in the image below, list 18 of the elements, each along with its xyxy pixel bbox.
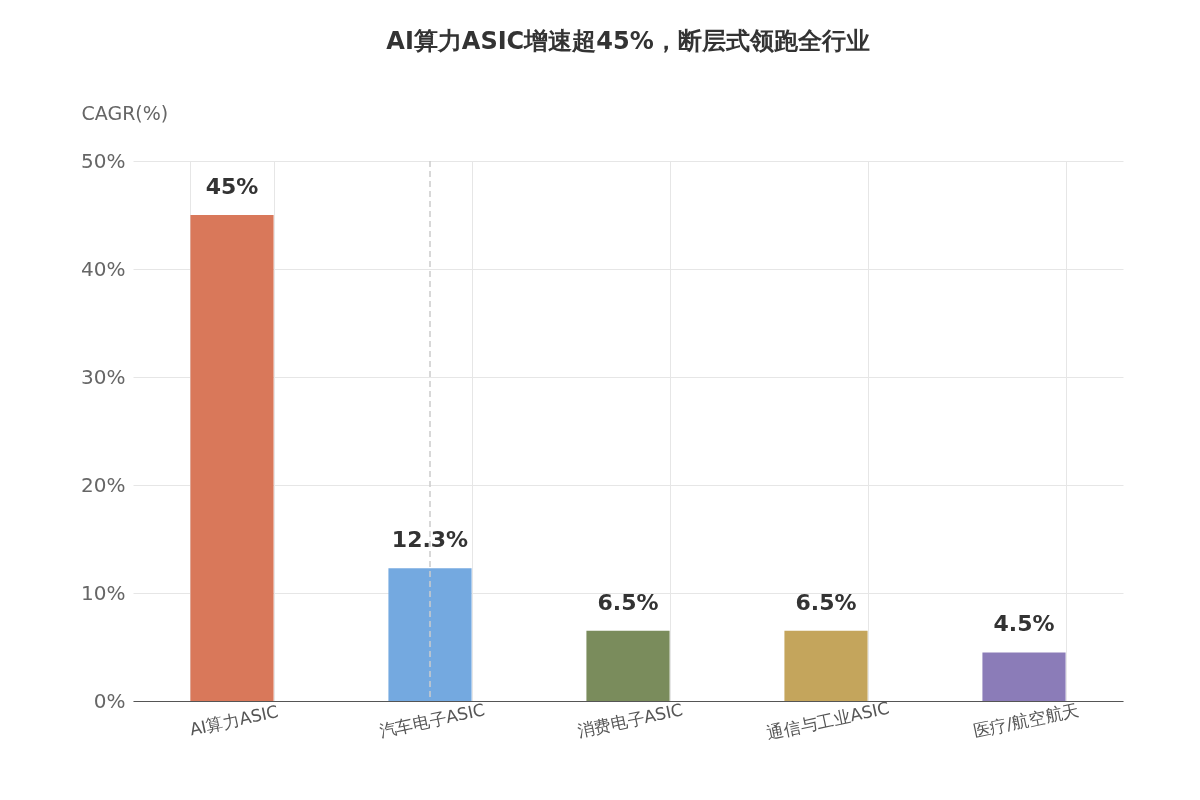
x-tick-label: AI算力ASIC bbox=[187, 701, 281, 740]
y-tick-label: 20% bbox=[81, 472, 126, 497]
data-label: 6.5% bbox=[795, 589, 857, 615]
x-tick-label: 医疗/航空航天 bbox=[971, 699, 1081, 742]
data-label: 4.5% bbox=[993, 611, 1055, 637]
y-tick-label: 40% bbox=[81, 256, 126, 281]
data-label: 6.5% bbox=[597, 589, 659, 615]
data-label: 12.3% bbox=[391, 527, 469, 553]
chart-title: AI算力ASIC增速超45%，断层式领跑全行业 bbox=[386, 27, 870, 55]
y-tick-label: 50% bbox=[81, 148, 126, 173]
x-tick-label: 通信与工业ASIC bbox=[765, 697, 891, 744]
y-tick-label: 10% bbox=[81, 580, 126, 605]
x-tick-label: 汽车电子ASIC bbox=[377, 699, 487, 742]
data-label: 45% bbox=[205, 174, 259, 199]
y-tick-label: 30% bbox=[81, 364, 126, 389]
x-tick-label: 消费电子ASIC bbox=[575, 699, 685, 742]
y-axis-title: CAGR(%) bbox=[81, 101, 169, 124]
y-tick-label: 0% bbox=[93, 688, 126, 713]
